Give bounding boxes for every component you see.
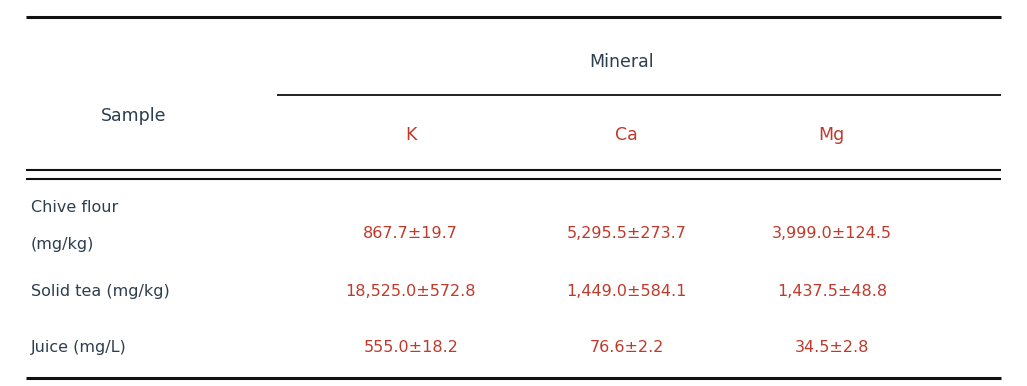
Text: Chive flour: Chive flour [31, 200, 118, 215]
Text: Mineral: Mineral [589, 53, 653, 71]
Text: 76.6±2.2: 76.6±2.2 [589, 340, 663, 355]
Text: 867.7±19.7: 867.7±19.7 [364, 226, 458, 241]
Text: Solid tea (mg/kg): Solid tea (mg/kg) [31, 284, 169, 299]
Text: K: K [405, 126, 417, 144]
Text: Ca: Ca [615, 126, 638, 144]
Text: 5,295.5±273.7: 5,295.5±273.7 [567, 226, 686, 241]
Text: Juice (mg/L): Juice (mg/L) [31, 340, 126, 355]
Text: Mg: Mg [819, 126, 845, 144]
Text: Sample: Sample [101, 107, 166, 125]
Text: 18,525.0±572.8: 18,525.0±572.8 [345, 284, 477, 299]
Text: (mg/kg): (mg/kg) [31, 237, 94, 252]
Text: 1,437.5±48.8: 1,437.5±48.8 [776, 284, 887, 299]
Text: 1,449.0±584.1: 1,449.0±584.1 [566, 284, 687, 299]
Text: 555.0±18.2: 555.0±18.2 [364, 340, 458, 355]
Text: 3,999.0±124.5: 3,999.0±124.5 [772, 226, 891, 241]
Text: 34.5±2.8: 34.5±2.8 [795, 340, 869, 355]
